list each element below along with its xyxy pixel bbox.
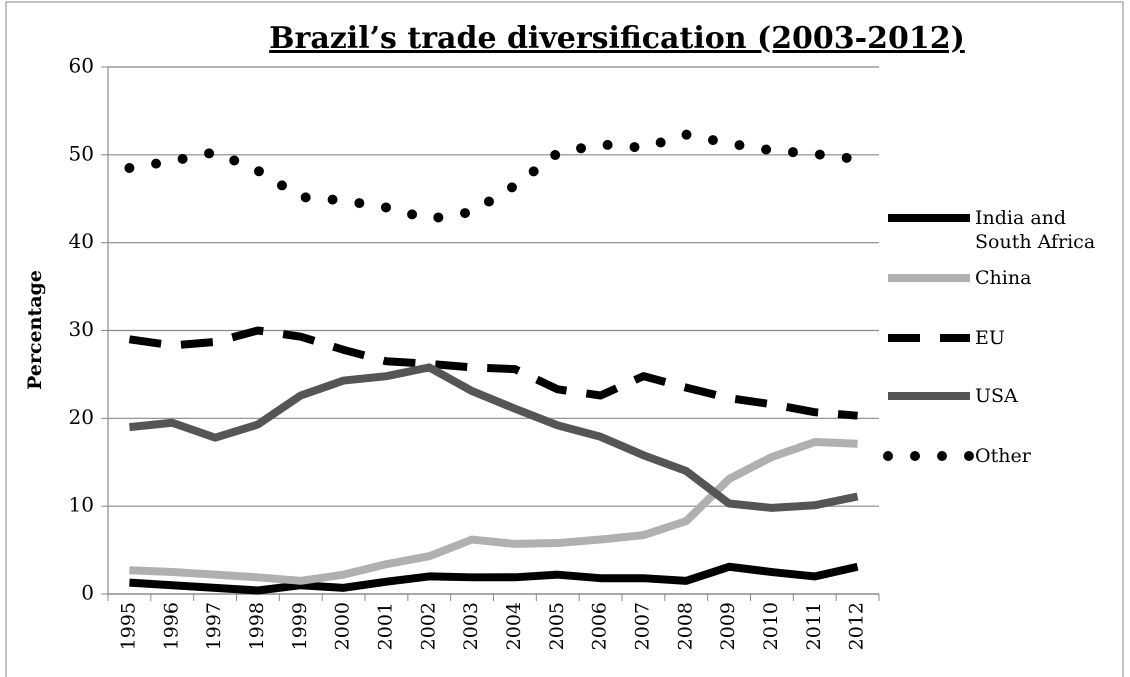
x-tick-label: 2004 [503,602,525,650]
y-tick-label: 20 [69,405,94,429]
x-tick-label: 2007 [631,602,653,650]
y-tick-label: 30 [69,317,94,341]
legend-label: USA [975,385,1018,407]
x-tick-label: 2002 [417,602,439,650]
x-tick-label: 1998 [246,602,268,650]
x-tick-label: 2012 [846,602,868,650]
series-line [129,438,858,585]
legend-label: Other [975,445,1031,467]
y-tick-label: 10 [69,493,94,517]
legend-label: China [975,267,1032,289]
series-line [128,326,858,420]
x-tick-label: 1995 [117,602,139,650]
y-tick-label: 40 [69,229,94,253]
x-tick-label: 1997 [203,602,225,650]
x-tick-label: 2005 [546,602,568,650]
frame [5,1,1124,677]
x-tick-label: 2000 [332,602,354,650]
x-tick-label: 1996 [160,602,182,650]
x-tick-label: 1999 [289,602,311,650]
x-tick-label: 2011 [803,602,825,650]
x-tick-label: 2010 [760,602,782,650]
series-line [124,129,863,224]
chart-title: Brazil’s trade diversification (2003-201… [269,21,965,56]
y-tick-label: 60 [69,54,94,78]
x-tick-label: 2001 [374,602,396,650]
y-tick-label: 0 [81,581,94,605]
x-tick-label: 2008 [674,602,696,650]
series-line [129,562,859,595]
series-line [129,363,859,512]
x-tick-label: 2009 [717,602,739,650]
legend-label: India and South Africa [975,207,1096,253]
x-tick-label: 2003 [460,602,482,650]
legend-label: EU [975,327,1005,349]
y-tick-label: 50 [69,141,94,165]
x-tick-label: 2006 [589,602,611,650]
y-axis-label: Percentage [24,270,46,390]
